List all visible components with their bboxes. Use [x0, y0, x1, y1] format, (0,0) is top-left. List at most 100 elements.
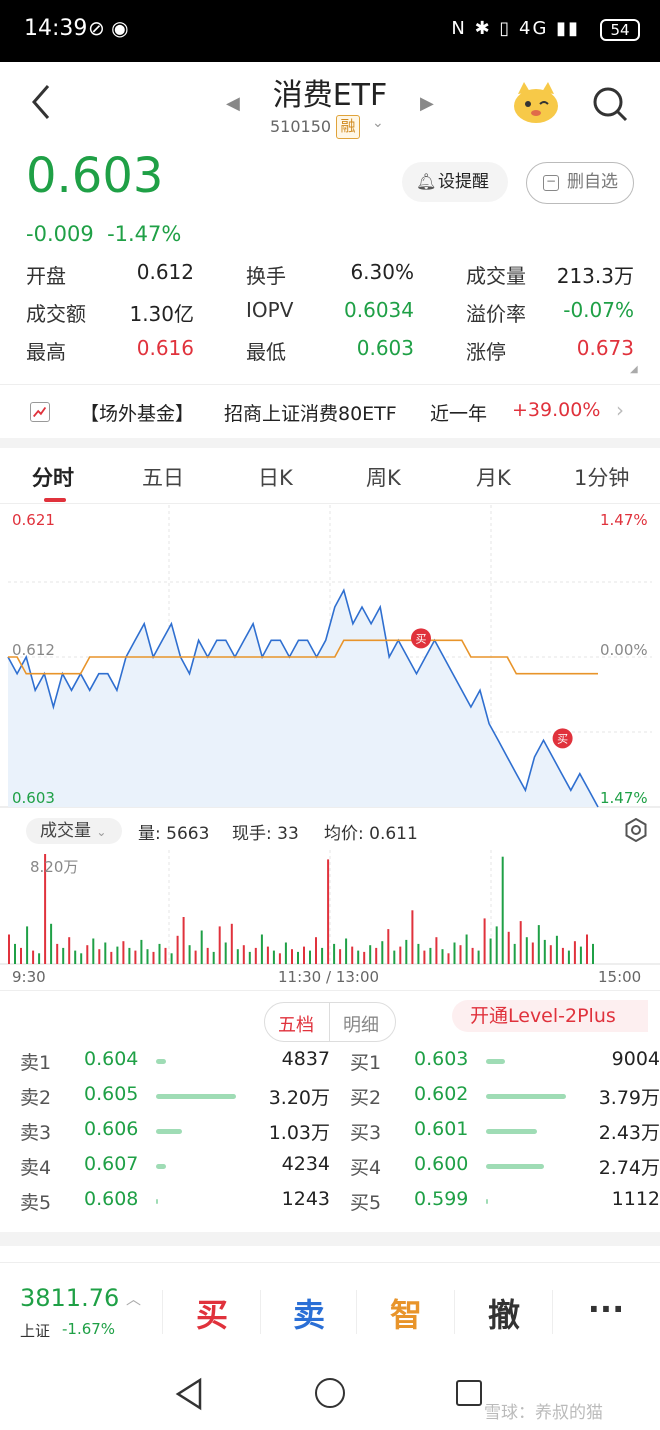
- volume-bar: [212, 951, 215, 964]
- volume-bar: [513, 943, 516, 964]
- more-button[interactable]: ···: [587, 1290, 625, 1328]
- level2-upgrade-button[interactable]: 开通Level-2Plus: [452, 1000, 648, 1032]
- nav-back-icon[interactable]: [174, 1376, 206, 1412]
- fund-return: +39.00%: [512, 399, 601, 421]
- order-level-bar: [486, 1129, 538, 1134]
- tab-details[interactable]: 明细: [343, 1015, 379, 1036]
- nav-recent-icon[interactable]: [456, 1380, 482, 1406]
- volume-indicator-dropdown[interactable]: 成交量 ⌄: [26, 818, 122, 844]
- time-label-close: 15:00: [598, 968, 642, 986]
- back-arrow-icon[interactable]: [22, 82, 62, 122]
- sell-button[interactable]: 卖: [292, 1296, 325, 1334]
- tab-0[interactable]: 分时: [32, 466, 74, 490]
- nav-home-icon[interactable]: [315, 1378, 345, 1408]
- price-area: [8, 590, 598, 807]
- tab-1[interactable]: 五日: [142, 466, 184, 490]
- chevron-up-icon[interactable]: ︿: [126, 1290, 142, 1308]
- buy-marker-label: 买: [416, 632, 427, 645]
- volume-bar: [188, 945, 191, 964]
- divider: [0, 384, 660, 385]
- separator: [162, 1290, 163, 1334]
- tab-2[interactable]: 日K: [258, 466, 293, 490]
- volume-bar: [170, 953, 173, 964]
- volume-bar: [74, 950, 77, 964]
- volume-bar: [182, 917, 185, 964]
- volume-bar: [567, 950, 570, 964]
- stat-value: 0.603: [356, 336, 414, 360]
- volume-bar: [86, 945, 89, 964]
- chevron-down-icon[interactable]: ⌄: [372, 115, 384, 131]
- buy-marker: 买: [411, 628, 431, 649]
- remove-watchlist-label: 删自选: [567, 172, 618, 192]
- order-level-label: 买5: [350, 1192, 382, 1214]
- tab-5[interactable]: 1分钟: [574, 466, 630, 490]
- volume-bar: [278, 953, 281, 964]
- separator: [260, 1290, 261, 1334]
- expand-corner-icon[interactable]: ◢: [630, 364, 638, 375]
- volume-bar: [266, 946, 269, 964]
- mascot-icon[interactable]: [512, 80, 560, 124]
- order-level-bar: [156, 1199, 159, 1204]
- volume-bar: [38, 953, 41, 964]
- section-divider: [0, 438, 660, 448]
- volume-bar: [164, 947, 167, 964]
- set-alert-button[interactable]: 🔔︎ 设提醒: [402, 162, 508, 202]
- volume-bar: [26, 926, 29, 964]
- status-signal-icons: N ✱ ▯ 4G ▮▮: [451, 18, 580, 39]
- buy-button[interactable]: 买: [195, 1296, 228, 1334]
- intraday-price-chart[interactable]: 买买: [0, 505, 660, 810]
- prev-stock-icon[interactable]: ◀: [226, 93, 240, 114]
- volume-qty: 量: 5663: [138, 824, 210, 844]
- set-alert-label: 设提醒: [438, 172, 489, 192]
- smart-order-button[interactable]: 智: [389, 1296, 422, 1334]
- stat-label: 涨停: [466, 340, 506, 364]
- chevron-right-icon[interactable]: ›: [616, 398, 624, 422]
- tab-3[interactable]: 周K: [366, 466, 401, 490]
- order-level-bar: [486, 1094, 566, 1099]
- watermark: 雪球：养叔的猫: [484, 1403, 603, 1423]
- volume-bar: [501, 856, 504, 964]
- volume-max-label: 8.20万: [30, 858, 79, 876]
- price-change: -0.009 -1.47%: [26, 222, 181, 246]
- stat-value: 213.3万: [556, 264, 634, 288]
- volume-bar: [327, 859, 330, 964]
- y-left-max: 0.621: [12, 511, 55, 529]
- order-level-price: 0.603: [414, 1048, 469, 1070]
- y-right-max: 1.47%: [600, 511, 648, 529]
- volume-bar: [477, 950, 480, 964]
- stat-label: 最低: [246, 340, 286, 364]
- volume-bar: [537, 925, 540, 964]
- tab-five-levels[interactable]: 五档: [278, 1015, 314, 1036]
- volume-hand: 现手: 33: [232, 824, 299, 844]
- volume-bar: [116, 946, 119, 964]
- stat-value: 0.673: [576, 336, 634, 360]
- volume-bar: [345, 938, 348, 964]
- fund-period: 近一年: [430, 403, 488, 425]
- stat-label: 成交量: [466, 264, 526, 288]
- tab-4[interactable]: 月K: [476, 466, 511, 490]
- volume-bar: [435, 937, 438, 964]
- order-level-price: 0.607: [84, 1153, 139, 1175]
- stat-label: 开盘: [26, 264, 66, 288]
- volume-bar: [429, 947, 432, 964]
- next-stock-icon[interactable]: ▶: [420, 93, 434, 114]
- search-icon[interactable]: [590, 84, 630, 124]
- volume-bar: [122, 941, 125, 964]
- volume-bar: [14, 943, 16, 964]
- time-label-mid: 11:30 / 13:00: [278, 968, 380, 986]
- order-level-bar: [156, 1059, 167, 1064]
- cancel-order-button[interactable]: 撤: [487, 1296, 520, 1334]
- gear-icon[interactable]: [624, 818, 648, 842]
- change-value: -0.009: [26, 222, 94, 246]
- volume-bar: [579, 946, 582, 964]
- index-value[interactable]: 3811.76: [20, 1284, 120, 1312]
- order-level-volume: 2.43万: [598, 1122, 660, 1144]
- order-level-volume: 3.20万: [268, 1087, 330, 1109]
- y-right-mid: 0.00%: [600, 641, 648, 659]
- order-level-price: 0.602: [414, 1083, 469, 1105]
- remove-watchlist-button[interactable]: − 删自选: [526, 162, 634, 204]
- volume-chart[interactable]: [0, 850, 660, 965]
- order-level-label: 买2: [350, 1087, 382, 1109]
- order-level-bar: [486, 1164, 544, 1169]
- separator: [552, 1290, 553, 1334]
